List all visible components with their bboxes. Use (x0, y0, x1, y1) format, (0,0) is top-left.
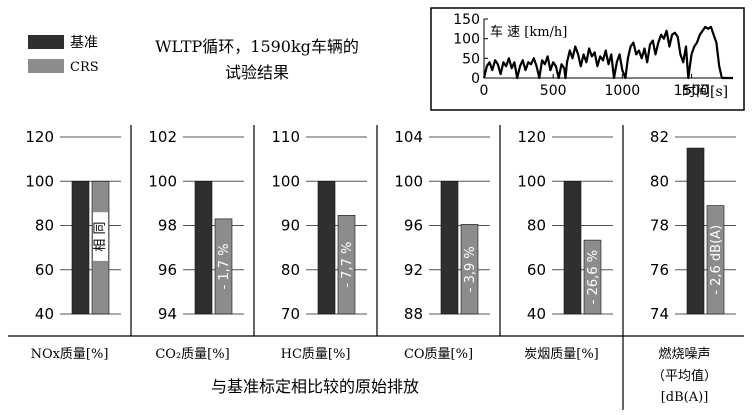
bar-panel-1: 40 60 80 100 120 相 同 NOx质量[%] (25, 128, 121, 362)
speed-ylabel: 车 速 [km/h] (490, 24, 567, 40)
y-tick-label: 78 (650, 217, 669, 235)
bar-annotation: - 3,9 % (463, 246, 478, 292)
bar-panel-2: 94 96 98 100 102 - 1,7 % CO₂质量[%] (130, 125, 244, 362)
bar-crs (214, 218, 233, 315)
bar-crs (337, 215, 356, 315)
bar-base (71, 180, 90, 315)
speed-xlabel: 时间[s] (682, 84, 728, 100)
y-tick-label: 100 (271, 172, 300, 190)
y-tick-label: 100 (148, 172, 177, 190)
speed-y-tick-label: 100 (453, 32, 480, 48)
y-tick-label: 120 (517, 128, 546, 146)
y-tick-label: 80 (281, 261, 300, 279)
bar-panel-3: 70 80 90 100 110 - 7,7 % HC质量[%] (253, 125, 367, 362)
bar-annotation: - 1,7 % (217, 243, 232, 289)
y-tick-label: 100 (394, 172, 423, 190)
y-tick-label: 120 (25, 128, 54, 146)
legend-crs-label: CRS (70, 60, 99, 75)
speed-x-tick-label: 1500 (674, 83, 710, 99)
bar-base (563, 180, 582, 315)
panel-xlabel: 炭烟质量[%] (524, 347, 599, 362)
bar-base (686, 147, 705, 315)
bar-panel-5: 40 60 80 100 120 - 26,6 % 炭烟质量[%] (499, 125, 613, 362)
bar-annotation: 相 同 (93, 221, 108, 251)
y-tick-label: 100 (25, 172, 54, 190)
y-tick-label: 94 (158, 305, 177, 323)
y-tick-label: 104 (394, 128, 423, 146)
y-tick-label: 70 (281, 305, 300, 323)
y-tick-label: 96 (158, 261, 177, 279)
y-tick-label: 60 (35, 261, 54, 279)
bar-panel-6: 74 76 78 80 82 - 2,6 dB(A) 燃烧噪声 （平均值） [dB(A)] (622, 125, 736, 410)
y-tick-label: 96 (404, 217, 423, 235)
speed-y-tick-label: 0 (471, 71, 480, 87)
bar-annotation: - 2,6 dB(A) (709, 225, 724, 295)
bar-panel-4: 88 92 96 100 104 - 3,9 % CO质量[%] (376, 125, 490, 362)
legend-base-label: 基准 (70, 34, 98, 51)
annotation-box (93, 212, 108, 261)
y-tick-label: 40 (35, 305, 54, 323)
panel-xlabel: CO质量[%] (404, 347, 473, 362)
y-tick-label: 76 (650, 261, 669, 279)
y-tick-label: 100 (517, 172, 546, 190)
y-tick-label: 92 (404, 261, 423, 279)
title-line-1: WLTP循环，1590kg车辆的 (155, 37, 359, 56)
y-tick-label: 80 (35, 217, 54, 235)
y-tick-label: 110 (271, 128, 300, 146)
speed-x-tick-label: 500 (540, 83, 567, 99)
legend: 基准 CRS (28, 34, 99, 75)
y-tick-label: 98 (158, 217, 177, 235)
y-tick-label: 80 (527, 217, 546, 235)
panel-xlabel: CO₂质量[%] (155, 347, 229, 362)
y-tick-label: 40 (527, 305, 546, 323)
panel-xlabel: NOx质量[%] (31, 347, 109, 362)
y-tick-label: 74 (650, 305, 669, 323)
speed-trace-line (482, 25, 733, 80)
bar-annotation: - 26,6 % (586, 250, 601, 304)
panel-xlabel: 燃烧噪声 (658, 346, 710, 362)
bar-base (440, 180, 459, 315)
bar-crs (706, 205, 725, 315)
speed-x-tick-label: 1000 (605, 83, 641, 99)
y-tick-label: 80 (650, 172, 669, 190)
panel-xlabel-line2: （平均值） (652, 368, 717, 384)
legend-base-swatch (28, 35, 64, 49)
speed-y-tick-label: 50 (462, 51, 480, 67)
y-tick-label: 88 (404, 305, 423, 323)
bar-crs (583, 239, 602, 315)
speed-x-tick-label: 0 (480, 83, 489, 99)
title-line-2: 试验结果 (225, 63, 289, 82)
bar-annotation: - 7,7 % (340, 242, 355, 288)
bar-crs (460, 224, 479, 315)
legend-crs-swatch (28, 59, 64, 73)
bar-panels: 40 60 80 100 120 相 同 NOx质量[%] 94 96 98 100 102 - 1,7… (25, 125, 736, 410)
y-tick-label: 90 (281, 217, 300, 235)
bottom-caption: 与基准标定相比较的原始排放 (211, 377, 419, 396)
bar-base (194, 180, 213, 315)
y-tick-label: 82 (650, 128, 669, 146)
panel-xlabel-line3: [dB(A)] (661, 390, 709, 405)
y-tick-label: 102 (148, 128, 177, 146)
bar-base (317, 180, 336, 315)
speed-y-tick-label: 150 (453, 12, 480, 28)
y-tick-label: 60 (527, 261, 546, 279)
panel-xlabel: HC质量[%] (281, 347, 351, 362)
